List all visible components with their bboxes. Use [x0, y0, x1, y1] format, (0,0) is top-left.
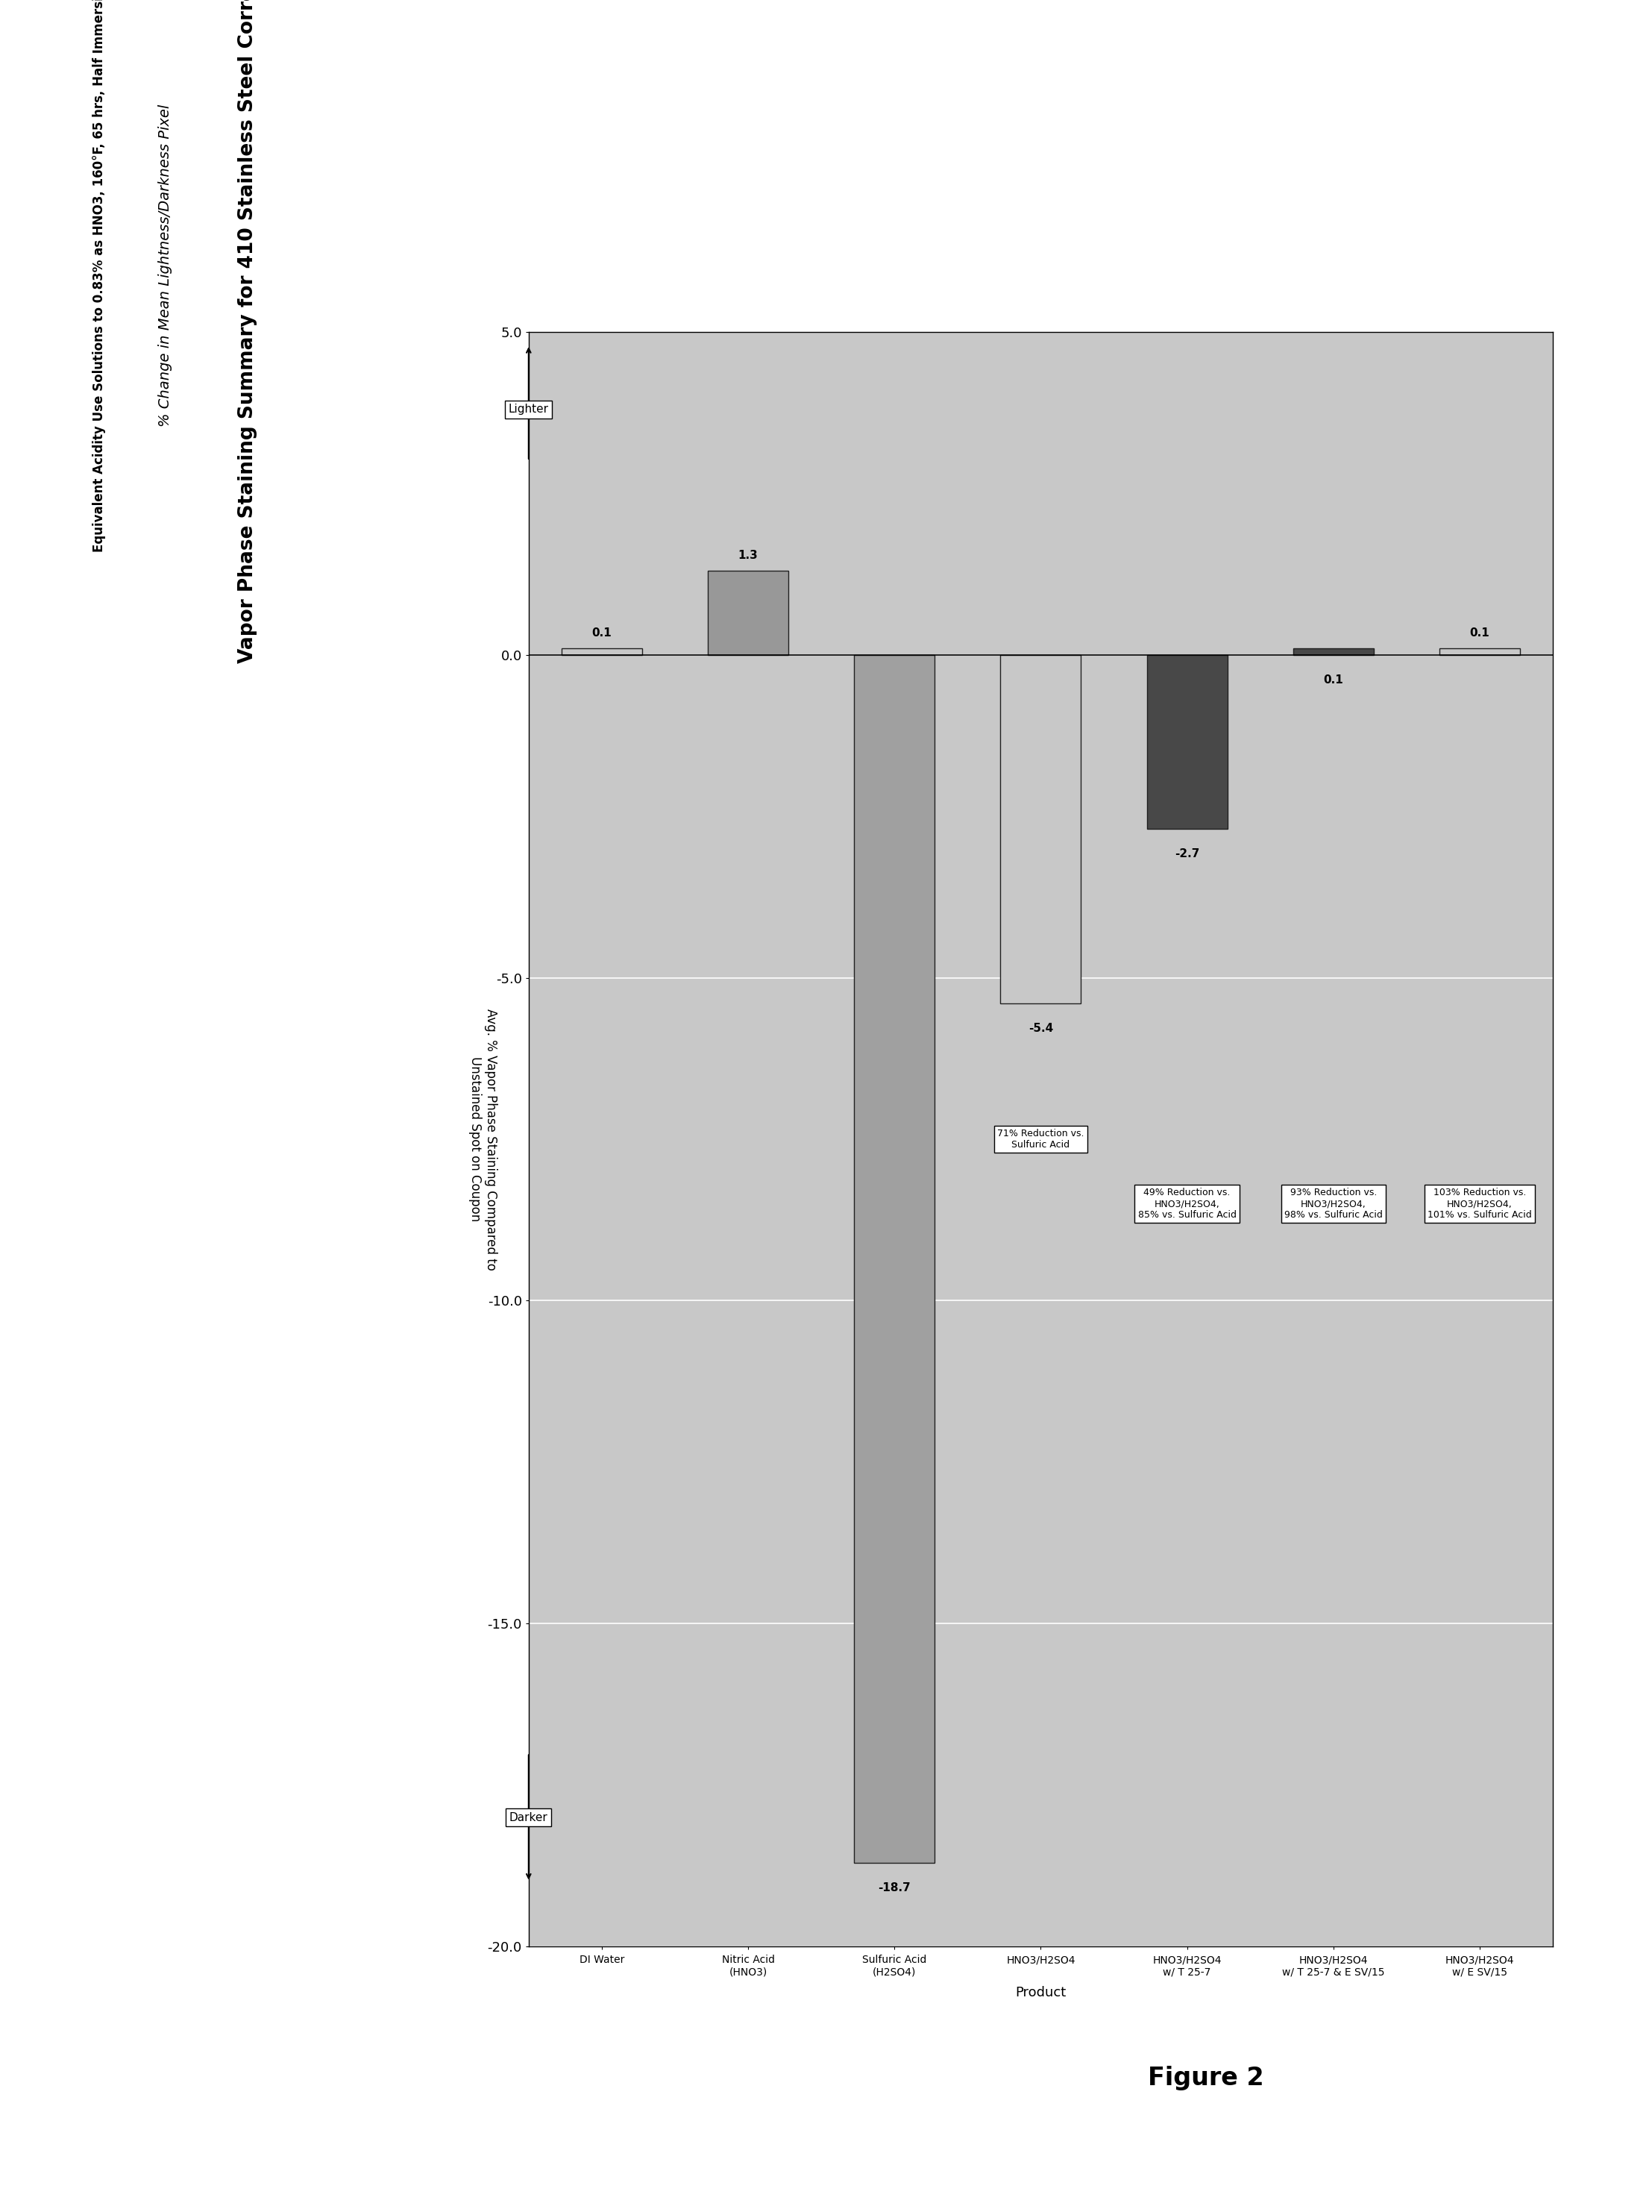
Text: 0.1: 0.1	[591, 628, 611, 639]
Bar	[707, 571, 788, 655]
Text: Equivalent Acidity Use Solutions to 0.83% as HNO3, 160°F, 65 hrs, Half Immersion: Equivalent Acidity Use Solutions to 0.83…	[93, 0, 106, 553]
X-axis label: Product: Product	[1016, 1986, 1066, 2000]
Bar	[1294, 648, 1373, 655]
Text: -18.7: -18.7	[879, 1882, 910, 1893]
Bar	[1439, 648, 1520, 655]
Text: Lighter: Lighter	[509, 405, 548, 416]
Bar	[562, 648, 643, 655]
Text: Darker: Darker	[509, 1812, 548, 1823]
Text: % Change in Mean Lightness/Darkness Pixel: % Change in Mean Lightness/Darkness Pixe…	[159, 104, 172, 427]
Bar	[1001, 655, 1080, 1004]
Bar	[1146, 655, 1227, 830]
Text: 103% Reduction vs.
HNO3/H2SO4,
101% vs. Sulfuric Acid: 103% Reduction vs. HNO3/H2SO4, 101% vs. …	[1427, 1188, 1531, 1219]
Text: 0.1: 0.1	[1470, 628, 1490, 639]
Text: 71% Reduction vs.
Sulfuric Acid: 71% Reduction vs. Sulfuric Acid	[998, 1128, 1084, 1150]
Text: 93% Reduction vs.
HNO3/H2SO4,
98% vs. Sulfuric Acid: 93% Reduction vs. HNO3/H2SO4, 98% vs. Su…	[1284, 1188, 1383, 1219]
Text: -2.7: -2.7	[1175, 849, 1199, 860]
Text: Figure 2: Figure 2	[1148, 2066, 1264, 2090]
Text: 1.3: 1.3	[738, 551, 758, 562]
Text: -5.4: -5.4	[1028, 1022, 1054, 1033]
Text: 0.1: 0.1	[1323, 675, 1343, 686]
Bar	[854, 655, 935, 1863]
Text: Vapor Phase Staining Summary for 410 Stainless Steel Corrosion Test B: Vapor Phase Staining Summary for 410 Sta…	[238, 0, 258, 664]
Y-axis label: Avg. % Vapor Phase Staining Compared to
Unstained Spot on Coupon: Avg. % Vapor Phase Staining Compared to …	[469, 1009, 497, 1270]
Text: 49% Reduction vs.
HNO3/H2SO4,
85% vs. Sulfuric Acid: 49% Reduction vs. HNO3/H2SO4, 85% vs. Su…	[1138, 1188, 1236, 1219]
